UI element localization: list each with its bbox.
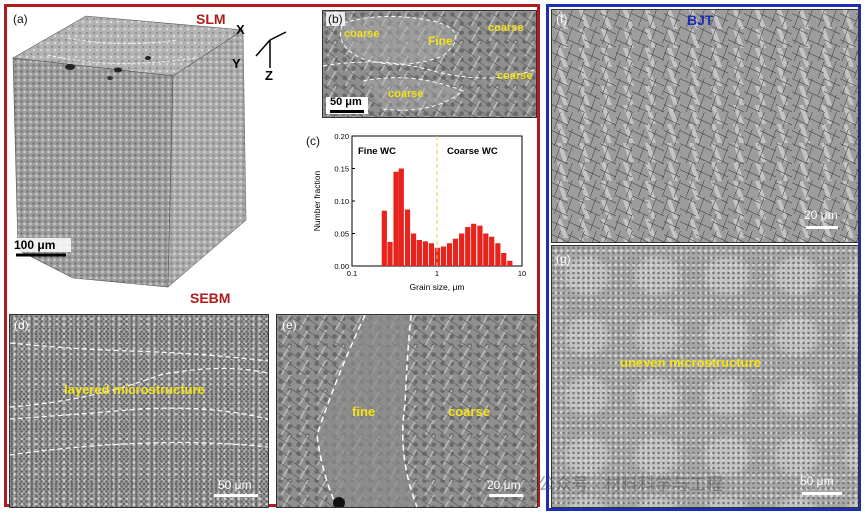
annotation-fine-wc: Fine WC <box>358 146 396 157</box>
bar-16 <box>477 225 483 266</box>
watermark-text: 公众号 · 材料科学与工程 <box>538 475 724 494</box>
x-tick-label: 0.1 <box>347 269 357 278</box>
panel-b-scale-bg <box>326 97 368 114</box>
bar-5 <box>410 233 417 266</box>
panel-f-scale-bar <box>806 226 838 229</box>
x-tick-label: 10 <box>518 269 526 278</box>
bar-20 <box>501 253 507 266</box>
y-tick-label: 0.15 <box>334 165 349 174</box>
bar-19 <box>495 243 501 266</box>
panel-e-fine: fine <box>352 404 376 419</box>
bar-17 <box>483 233 489 266</box>
panel-g-text: uneven microstructure <box>620 355 761 370</box>
panel-f-scale-text: 20 μm <box>804 208 838 222</box>
slm-title: SLM <box>196 11 226 27</box>
panel-b-scale-text: 50 μm <box>330 96 362 108</box>
panel-a-label: (a) <box>11 12 30 26</box>
panel-e-image <box>276 314 538 508</box>
bar-0 <box>381 210 387 266</box>
panel-f-image <box>551 9 859 243</box>
panel-e-coarse: coarse <box>448 404 490 419</box>
bar-10 <box>440 246 447 266</box>
bjt-title: BJT <box>687 12 714 28</box>
bar-11 <box>446 243 453 266</box>
bar-15 <box>471 223 477 266</box>
panel-b-scale-bar <box>330 110 364 113</box>
panel-d-text: layered microstructure <box>64 382 205 397</box>
panel-g-image <box>551 245 859 508</box>
bar-6 <box>416 240 422 266</box>
x-tick-label: 1 <box>435 269 439 278</box>
panel-d-image <box>9 314 269 508</box>
panel-a-scale-text: 100 μm <box>14 238 56 252</box>
y-tick-label: 0.05 <box>334 230 349 239</box>
y-tick-label: 0.20 <box>334 132 349 141</box>
panel-g-label: (g) <box>556 252 571 266</box>
panel-e-scale-bar <box>489 494 523 497</box>
x-axis-label: Grain size, μm <box>410 282 465 292</box>
bar-13 <box>459 233 465 266</box>
bar-7 <box>422 241 428 266</box>
chart-background <box>300 122 536 312</box>
panel-b-coarse-1: coarse <box>344 28 380 40</box>
axis-y-label: Y <box>232 56 241 71</box>
bjt-frame <box>546 4 861 511</box>
bar-14 <box>465 227 471 266</box>
panel-c-label: (c) <box>304 134 322 148</box>
bar-3 <box>398 168 404 266</box>
panel-g-scale-bar <box>802 492 842 495</box>
bar-8 <box>428 243 435 266</box>
bar-2 <box>393 171 399 266</box>
panel-e-label: (e) <box>282 318 297 332</box>
panel-b-coarse-3: coarse <box>497 70 533 82</box>
panel-e-scale-text: 20 μm <box>487 478 521 492</box>
panel-d-label: (d) <box>14 318 29 332</box>
annotation-coarse-wc: Coarse WC <box>447 146 498 157</box>
bar-4 <box>404 209 411 266</box>
panel-d-scale-bar <box>214 494 258 497</box>
slm-sebm-frame <box>4 4 540 507</box>
panel-g-scale-text: 50 μm <box>800 474 834 488</box>
bar-18 <box>489 236 495 266</box>
panel-b-coarse-2: coarse <box>488 22 524 34</box>
bar-1 <box>387 241 393 266</box>
bar-21 <box>507 260 513 266</box>
panel-a-cube <box>12 15 287 288</box>
y-axis-label: Number fraction <box>312 170 322 231</box>
panel-b-coarse-4: coarse <box>388 88 424 100</box>
panel-d-scale-text: 50 μm <box>218 478 252 492</box>
panel-f-label: (f) <box>556 12 568 26</box>
axis-x-label: X <box>236 22 245 37</box>
y-tick-label: 0.00 <box>334 262 349 271</box>
axis-z-label: Z <box>265 68 273 83</box>
panel-b-label: (b) <box>326 12 345 26</box>
sebm-title: SEBM <box>190 290 231 306</box>
y-tick-label: 0.10 <box>334 197 349 206</box>
panel-b-fine: Fine <box>428 34 453 48</box>
bar-12 <box>452 238 459 266</box>
panel-c-chart: 0.00 0.05 0.10 0.15 0.20 0.1 1 10 Fine WC Coarse … <box>300 122 536 312</box>
